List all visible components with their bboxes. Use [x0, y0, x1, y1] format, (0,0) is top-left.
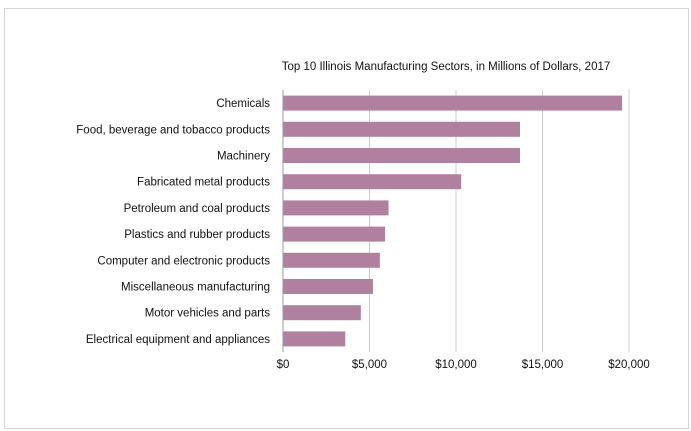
bar [283, 226, 386, 242]
chart-frame [4, 8, 689, 429]
x-tick-labels: $0 $5,000 $10,000 $15,000 $20,000 [277, 359, 650, 371]
bar [283, 174, 462, 190]
category-label: Fabricated metal products [137, 177, 270, 189]
category-label: Motor vehicles and parts [145, 308, 271, 320]
category-label: Chemicals [216, 98, 270, 110]
x-tick-label: $0 [277, 359, 290, 371]
x-tick-label: $20,000 [608, 359, 650, 371]
category-label: Computer and electronic products [97, 255, 270, 267]
bar [283, 252, 380, 268]
category-label: Plastics and rubber products [124, 229, 270, 241]
category-labels: Chemicals Food, beverage and tobacco prod… [76, 98, 270, 346]
bar [283, 279, 373, 294]
category-label: Electrical equipment and appliances [86, 334, 270, 346]
chart-title: Top 10 Illinois Manufacturing Sectors, i… [282, 61, 611, 73]
x-tick-label: $10,000 [435, 359, 477, 371]
bar [283, 305, 361, 321]
category-label: Machinery [217, 151, 270, 163]
bar [283, 95, 623, 111]
category-label: Petroleum and coal products [124, 203, 271, 215]
x-tick-label: $5,000 [352, 359, 387, 371]
bar [283, 121, 521, 137]
bars [283, 95, 623, 347]
category-label: Miscellaneous manufacturing [121, 282, 270, 294]
bar [283, 331, 346, 347]
bar [283, 148, 521, 163]
x-tick-label: $15,000 [522, 359, 564, 371]
bar [283, 200, 389, 216]
category-label: Food, beverage and tobacco products [76, 124, 270, 136]
